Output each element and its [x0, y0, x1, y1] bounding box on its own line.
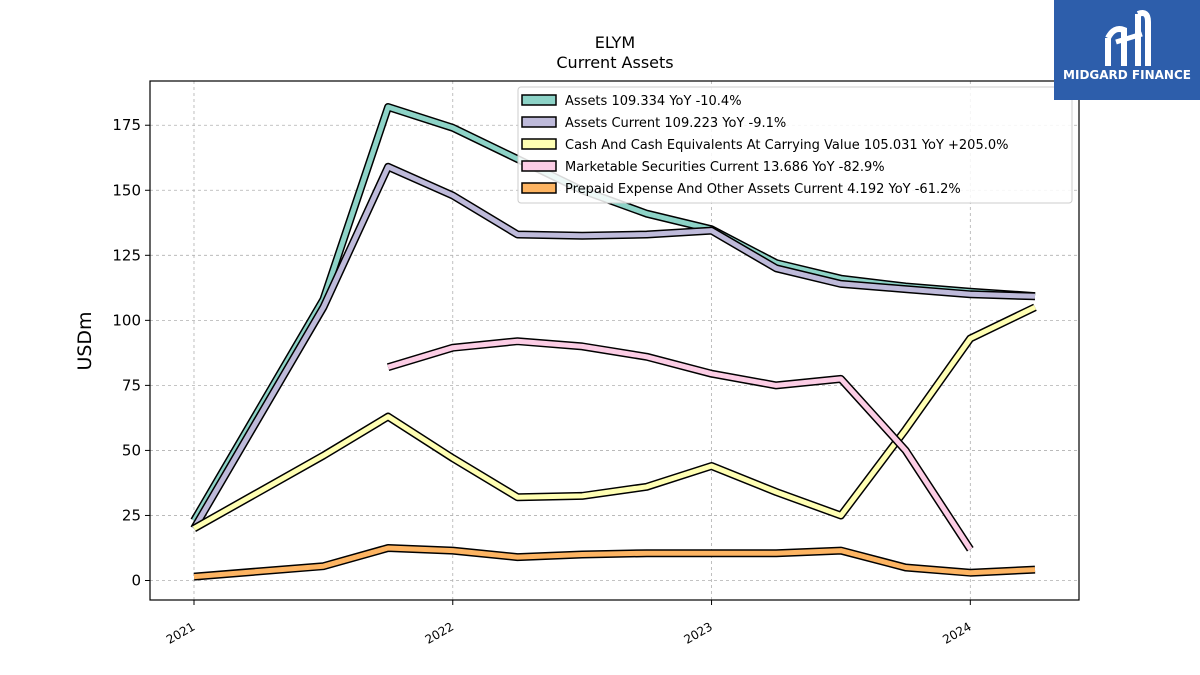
series-line-2 [192, 305, 1037, 531]
legend-swatch [521, 94, 557, 106]
legend-swatch [521, 116, 557, 128]
y-tick-label: 50 [122, 441, 141, 459]
y-tick-label: 125 [112, 246, 141, 264]
legend-label: Cash And Cash Equivalents At Carrying Va… [565, 138, 1008, 153]
logo-mark-icon [1105, 10, 1151, 66]
series-outline-2 [192, 303, 1037, 532]
series-line-4 [193, 545, 1036, 580]
legend: Assets 109.334 YoY -10.4% Assets Current … [517, 86, 1073, 204]
y-axis-label: USDm [74, 311, 96, 370]
x-tick-label: 2024 [940, 619, 973, 646]
y-tick-label: 75 [122, 376, 141, 394]
legend-swatch [521, 138, 557, 150]
y-tick-label: 25 [122, 506, 141, 524]
x-tick-label: 2023 [681, 619, 714, 646]
midgard-finance-logo: MIDGARD FINANCE [1054, 0, 1200, 100]
y-tick-label: 150 [112, 181, 141, 199]
x-tick-label: 2022 [423, 619, 456, 646]
legend-box [517, 86, 1073, 204]
legend-swatch [521, 182, 557, 194]
legend-label: Assets 109.334 YoY -10.4% [565, 94, 742, 109]
y-tick-label: 0 [131, 571, 141, 589]
ticks: 0 25 50 75 100 125 150 175 2021 2022 2023 2024 [112, 116, 973, 647]
y-tick-label: 100 [112, 311, 141, 329]
logo-text: MIDGARD FINANCE [1063, 68, 1191, 82]
legend-label: Marketable Securities Current 13.686 YoY… [565, 160, 885, 175]
x-tick-label: 2021 [164, 619, 197, 646]
y-tick-label: 175 [112, 116, 141, 134]
chart-title: ELYM [595, 33, 635, 52]
series-outline-3 [386, 337, 974, 552]
legend-label: Assets Current 109.223 YoY -9.1% [565, 116, 786, 131]
legend-label: Prepaid Expense And Other Assets Current… [565, 182, 961, 197]
legend-swatch [521, 160, 557, 172]
chart-subtitle: Current Assets [556, 53, 673, 72]
plot-frame [149, 80, 1080, 601]
series-line-3 [387, 338, 973, 551]
series-line-1 [191, 164, 1036, 530]
series-layer [190, 103, 1037, 581]
